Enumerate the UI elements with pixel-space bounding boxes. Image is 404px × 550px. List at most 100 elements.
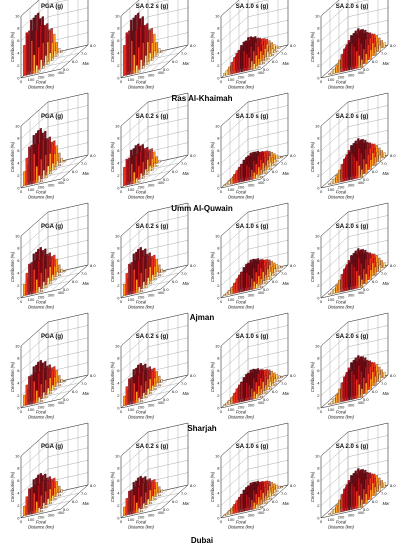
- contribution-bar: [345, 44, 348, 72]
- z-tick-label: 0: [17, 515, 20, 520]
- contribution-bar: [125, 497, 128, 516]
- z-tick-label: 4: [217, 51, 220, 56]
- contribution-bar: [260, 175, 263, 178]
- contribution-bar: [269, 277, 272, 280]
- contribution-bar: [160, 379, 163, 383]
- contribution-bar: [135, 279, 138, 294]
- z-tick-label: 6: [317, 38, 320, 43]
- contribution-bar: [338, 388, 341, 403]
- contribution-bar: [25, 272, 28, 296]
- z-tick-label: 4: [17, 381, 20, 386]
- y-tick-label: 8.0: [190, 43, 196, 48]
- gridline: [220, 444, 249, 469]
- z-tick-label: 8: [117, 246, 120, 251]
- plot-box: [220, 92, 289, 188]
- contribution-bar: [273, 378, 276, 383]
- contribution-bar: [130, 376, 133, 405]
- x-tick-label: 100: [228, 407, 235, 412]
- z-tick-label: 10: [15, 233, 20, 238]
- contribution-bar: [238, 49, 241, 73]
- contribution-bar: [233, 282, 236, 294]
- contribution-bar: [138, 69, 141, 73]
- contribution-bar: [255, 173, 258, 179]
- contribution-bar: [135, 29, 138, 71]
- y-tick-label: 5.0: [363, 397, 369, 402]
- contribution-bar: [376, 481, 379, 493]
- contribution-bar: [230, 507, 233, 515]
- contribution-bar: [149, 266, 152, 282]
- z-tick-label: 0: [217, 405, 220, 410]
- contribution-bar: [240, 381, 243, 403]
- contribution-bar: [253, 501, 256, 510]
- z-tick-label: 8: [317, 136, 320, 141]
- contribution-bar: [58, 494, 61, 497]
- x-axis-label-line1: Focal: [136, 190, 147, 195]
- gridline: [50, 377, 79, 402]
- contribution-bar: [138, 180, 141, 183]
- z-tick-label: 4: [217, 161, 220, 166]
- contribution-bar: [47, 498, 50, 505]
- z-tick-label: 0: [117, 185, 120, 190]
- z-axis-label: Contribution (%): [110, 31, 115, 62]
- contribution-bar: [23, 394, 26, 407]
- contribution-bar: [267, 57, 270, 61]
- contribution-bar: [328, 513, 331, 516]
- plot-box: [120, 202, 189, 298]
- contribution-bar: [369, 159, 372, 170]
- contribution-bar: [276, 159, 279, 163]
- x-tick-label: 300: [48, 512, 55, 517]
- contribution-bar: [128, 157, 131, 186]
- contribution-bar: [365, 273, 368, 284]
- contribution-bar: [378, 264, 381, 272]
- contribution-bar: [369, 378, 372, 390]
- z-tick-label: 4: [317, 51, 320, 56]
- z-tick-label: 10: [15, 123, 20, 128]
- contribution-bar: [278, 46, 281, 49]
- gridline: [320, 456, 349, 481]
- x-tick-label: 0: [220, 79, 223, 84]
- x-tick-label: 300: [348, 182, 355, 187]
- x-tick-label: 300: [148, 72, 155, 77]
- x-tick-label: 400: [58, 290, 65, 295]
- z-tick-label: 10: [115, 123, 120, 128]
- contribution-bar: [35, 29, 38, 71]
- contribution-bar: [340, 163, 343, 183]
- x-tick-label: 200: [238, 405, 245, 410]
- contribution-bar: [44, 490, 47, 506]
- gridline: [40, 49, 69, 74]
- contribution-bar: [333, 68, 336, 74]
- plot-box: [120, 0, 189, 78]
- x-tick-label: 400: [358, 510, 365, 515]
- contribution-bar: [367, 484, 370, 501]
- contribution-bar: [35, 390, 38, 404]
- contribution-bar: [225, 70, 228, 76]
- contribution-bar: [243, 50, 246, 72]
- contribution-bar: [374, 375, 377, 386]
- z-tick-label: 2: [317, 63, 320, 68]
- contribution-bar: [30, 261, 33, 295]
- gridline: [347, 0, 369, 5]
- contribution-bar: [147, 388, 150, 395]
- contribution-bar: [140, 59, 143, 70]
- contribution-bar: [58, 274, 61, 277]
- contribution-bar: [367, 264, 370, 281]
- y-tick-label: 8.0: [190, 483, 196, 488]
- contribution-bar: [257, 385, 260, 396]
- contribution-bar: [248, 57, 251, 71]
- gridline: [40, 379, 69, 404]
- contribution-bar: [264, 56, 267, 61]
- gridline: [140, 159, 169, 184]
- gridline: [220, 126, 249, 151]
- gridline: [120, 224, 149, 249]
- x-tick-label: 100: [328, 77, 335, 82]
- y-tick-label: 7.0: [281, 161, 287, 166]
- contribution-bar: [345, 484, 348, 512]
- x-tick-label: 100: [228, 517, 235, 522]
- z-tick-label: 2: [17, 503, 20, 508]
- contribution-bar: [250, 169, 253, 180]
- panel-title: PGA (g): [41, 114, 63, 120]
- contribution-bar: [33, 269, 36, 294]
- contribution-bar: [264, 384, 267, 391]
- contribution-bar: [278, 485, 281, 489]
